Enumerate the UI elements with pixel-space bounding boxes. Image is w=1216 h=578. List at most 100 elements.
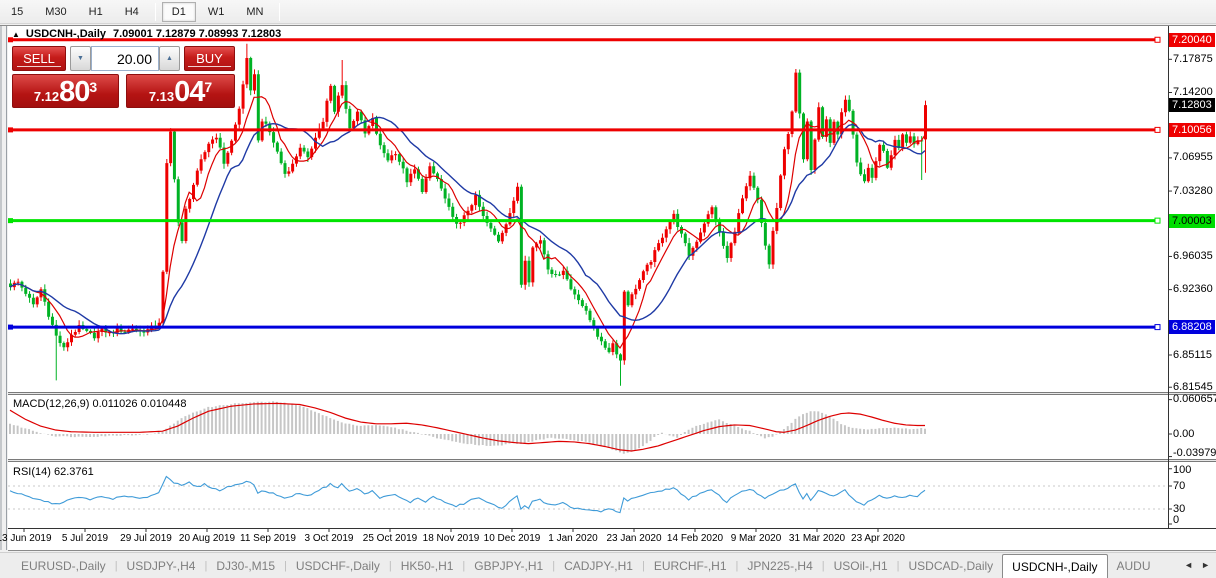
sell-price-display[interactable]: 7.12 80 3: [12, 74, 119, 108]
level-line-left-handle[interactable]: [8, 127, 13, 133]
level-line-right-handle[interactable]: [1154, 324, 1161, 331]
price-tick-label: 7.06955: [1173, 151, 1213, 164]
level-line-right-handle[interactable]: [1154, 36, 1161, 43]
level-line-right-handle[interactable]: [1154, 126, 1161, 133]
tab-separator: |: [284, 559, 287, 572]
one-click-trade-panel: SELL ▼ ▲ BUY 7.12 80 3 7.13 04 7: [12, 46, 235, 108]
date-label: 14 Feb 2020: [666, 533, 724, 544]
date-label: 29 Jul 2019: [120, 533, 172, 544]
chart-tab-HK50-H1[interactable]: HK50-,H1: [400, 558, 454, 573]
chevron-up-icon: ▲: [166, 55, 173, 62]
main-chart: [8, 36, 1161, 386]
trade-panel-top-row: SELL ▼ ▲ BUY: [12, 46, 235, 71]
buy-button[interactable]: BUY: [184, 46, 235, 71]
date-label: 23 Apr 2020: [851, 533, 905, 544]
sell-price-big-digits: 80: [59, 76, 90, 108]
panel-splitter[interactable]: [8, 459, 1216, 462]
tab-separator: |: [735, 559, 739, 572]
level-line-left-handle[interactable]: [8, 324, 13, 330]
price-tick-label: 7.14200: [1173, 85, 1213, 98]
date-label: 1 Jan 2020: [548, 533, 598, 544]
macd-indicator-label: MACD(12,26,9) 0.011026 0.010448: [13, 398, 187, 410]
chart-tab-USDCAD-Daily[interactable]: USDCAD-,Daily: [908, 558, 994, 573]
date-label: 10 Dec 2019: [483, 533, 541, 544]
timeframe-toolbar: 15 M30 H1 H4 D1 W1 MN: [0, 0, 1216, 24]
volume-increase-button[interactable]: ▲: [159, 46, 180, 71]
tab-separator: |: [462, 559, 466, 572]
timeframe-button-MN[interactable]: MN: [246, 5, 264, 18]
tab-scroll-right-icon[interactable]: ►: [1201, 560, 1210, 570]
chart-tab-USDCHF-Daily[interactable]: USDCHF-,Daily: [295, 558, 380, 573]
date-label: 25 Oct 2019: [362, 533, 418, 544]
chart-tab-AUDU[interactable]: AUDU: [1116, 558, 1151, 573]
level-price-badge: 6.88208: [1169, 320, 1215, 335]
chart-tab-EURCHF-H1[interactable]: EURCHF-,H1: [653, 558, 727, 573]
timeframe-button-M30[interactable]: M30: [45, 5, 67, 18]
buy-price-prefix: 7.13: [148, 89, 175, 104]
price-tick-label: 7.03280: [1173, 184, 1213, 197]
date-label: 13 Jun 2019: [0, 533, 52, 544]
level-line-left-handle[interactable]: [8, 37, 13, 43]
tab-separator: |: [896, 559, 900, 572]
chart-title: ▲ USDCNH-,Daily 7.09001 7.12879 7.08993 …: [12, 28, 281, 40]
timeframe-button-D1[interactable]: D1: [161, 1, 196, 22]
date-label: 20 Aug 2019: [178, 533, 236, 544]
tab-scroll-left-icon[interactable]: ◄: [1184, 560, 1194, 570]
chart-tabs-bar: EURUSD-,Daily | USDJPY-,H4 | DJ30-,M15 | USDCH…: [0, 552, 1216, 578]
price-tick-label: 6.81545: [1173, 380, 1213, 393]
toolbar-separator: [154, 2, 156, 21]
sell-price-pip-digit: 3: [89, 79, 98, 95]
chart-tab-GBPJPY-H1[interactable]: GBPJPY-,H1: [474, 558, 544, 573]
sell-price-prefix: 7.12: [33, 89, 60, 104]
date-label: 3 Oct 2019: [304, 533, 354, 544]
date-label: 18 Nov 2019: [422, 533, 480, 544]
panel-splitter[interactable]: [8, 392, 1216, 395]
price-tick-label: 7.17875: [1173, 52, 1213, 65]
date-label: 5 Jul 2019: [61, 533, 109, 544]
chart-tab-EURUSD-Daily[interactable]: EURUSD-,Daily: [21, 558, 106, 573]
chart-tab-CADJPY-H1[interactable]: CADJPY-,H1: [564, 558, 633, 573]
macd-tick-label: 0.00: [1173, 427, 1195, 440]
timeframe-button-H4[interactable]: H4: [124, 5, 139, 18]
timeframe-button-15[interactable]: 15: [11, 5, 24, 18]
tab-separator: |: [641, 559, 645, 572]
tab-separator: |: [388, 559, 392, 572]
rsi-tick-label: 0: [1173, 514, 1180, 526]
moving-average-line-7: [9, 96, 926, 350]
rsi-tick-label: 100: [1173, 464, 1192, 476]
volume-input[interactable]: [91, 46, 159, 71]
chart-tab-USOil-H1[interactable]: USOil-,H1: [833, 558, 888, 573]
level-price-badge: 7.20040: [1169, 32, 1215, 47]
volume-decrease-button[interactable]: ▼: [70, 46, 91, 71]
level-price-badge: 7.00003: [1169, 213, 1215, 228]
chart-tab-DJ30-M15[interactable]: DJ30-,M15: [216, 558, 276, 573]
buy-price-display[interactable]: 7.13 04 7: [126, 74, 235, 108]
macd-signal-line: [9, 402, 925, 452]
date-label: 23 Jan 2020: [606, 533, 662, 544]
macd-tick-label: -0.039792: [1173, 447, 1216, 459]
tab-separator: |: [821, 559, 825, 572]
macd-tick-label: 0.060657: [1173, 393, 1216, 406]
date-label: 11 Sep 2019: [240, 533, 296, 544]
date-label: 9 Mar 2020: [730, 533, 782, 544]
price-tick-label: 6.96035: [1173, 249, 1213, 262]
chart-ohlc-values: 7.09001 7.12879 7.08993 7.12803: [113, 28, 282, 40]
tab-separator: |: [204, 559, 208, 572]
collapse-triangle-icon[interactable]: ▲: [12, 29, 20, 39]
rsi-tick-label: 30: [1173, 502, 1186, 515]
timeframe-button-W1[interactable]: W1: [207, 5, 225, 18]
level-line-right-handle[interactable]: [1154, 217, 1161, 224]
chart-tab-USDJPY-H4[interactable]: USDJPY-,H4: [126, 558, 196, 573]
sell-button[interactable]: SELL: [12, 46, 66, 71]
level-line-left-handle[interactable]: [8, 218, 13, 224]
timeframe-button-H1[interactable]: H1: [88, 5, 103, 18]
price-tick-label: 6.92360: [1173, 283, 1213, 296]
rsi-panel: [8, 475, 1168, 514]
rsi-indicator-label: RSI(14) 62.3761: [13, 466, 94, 478]
tab-scroll-arrows: ◄ ►: [1180, 553, 1214, 577]
chart-tab-USDCNH-Daily[interactable]: USDCNH-,Daily: [1002, 554, 1108, 578]
chart-tab-JPN225-H4[interactable]: JPN225-,H4: [747, 558, 813, 573]
buy-price-pip-digit: 7: [204, 79, 213, 95]
chart-symbol-period: USDCNH-,Daily: [25, 28, 106, 40]
